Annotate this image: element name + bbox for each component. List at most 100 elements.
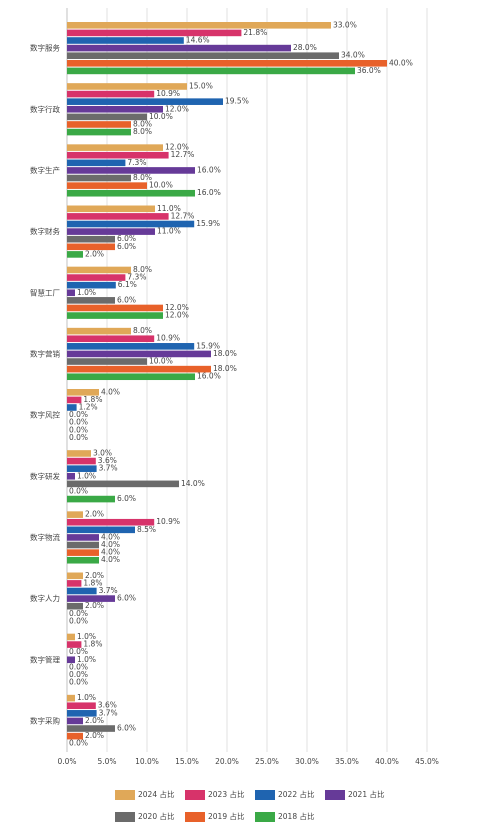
y-tick-label: 数字风控 [30, 410, 60, 420]
bar [67, 389, 99, 396]
legend-swatch [185, 812, 205, 822]
bar [67, 235, 115, 243]
value-label: 16.0% [197, 372, 221, 381]
bar [67, 343, 195, 350]
value-label: 6.0% [117, 594, 136, 603]
value-label: 14.6% [186, 36, 210, 45]
value-label: 11.0% [157, 227, 181, 236]
bar [67, 44, 291, 52]
value-label: 3.0% [93, 448, 112, 457]
bar [67, 297, 115, 304]
x-tick-label: 15.0% [175, 757, 199, 766]
y-tick-label: 数字管理 [30, 654, 60, 664]
bar [67, 595, 115, 602]
value-label: 0.0% [69, 418, 88, 427]
value-label: 3.7% [99, 586, 118, 595]
value-label: 1.0% [77, 471, 96, 480]
value-label: 8.0% [133, 326, 152, 335]
bar [67, 29, 242, 37]
bar [67, 67, 355, 75]
value-label: 1.8% [83, 395, 102, 404]
value-label: 8.0% [133, 173, 152, 182]
legend-swatch [325, 790, 345, 800]
x-tick-label: 35.0% [335, 757, 359, 766]
value-label: 7.3% [127, 273, 146, 282]
value-label: 10.9% [156, 517, 180, 526]
value-label: 4.0% [101, 387, 120, 396]
bar [67, 105, 163, 113]
legend-label: 2024 占比 [138, 789, 175, 799]
value-label: 36.0% [357, 66, 381, 75]
x-tick-label: 5.0% [97, 757, 116, 766]
value-label: 6.0% [117, 242, 136, 251]
bar [67, 128, 131, 136]
x-tick-label: 45.0% [415, 757, 439, 766]
bar [67, 549, 99, 556]
value-label: 10.0% [149, 357, 173, 366]
y-tick-label: 智慧工厂 [30, 287, 60, 297]
x-tick-label: 30.0% [295, 757, 319, 766]
value-label: 8.0% [133, 119, 152, 128]
y-tick-label: 数字物流 [30, 532, 60, 542]
bar [67, 266, 131, 274]
bar [67, 274, 126, 281]
bar [67, 312, 163, 319]
value-label: 10.0% [149, 181, 173, 190]
bar [67, 732, 83, 740]
value-label: 12.7% [171, 211, 195, 220]
bar [67, 304, 163, 312]
value-label: 6.1% [118, 280, 137, 289]
value-label: 8.0% [133, 265, 152, 274]
bar [67, 182, 147, 189]
x-tick-label: 40.0% [375, 757, 399, 766]
bar [67, 350, 211, 358]
value-label: 0.0% [69, 739, 88, 748]
bar [67, 396, 82, 404]
value-label: 10.9% [156, 334, 180, 343]
value-label: 8.0% [133, 127, 152, 136]
value-label: 0.0% [69, 609, 88, 618]
bar [67, 541, 99, 549]
y-tick-label: 数字财务 [30, 226, 60, 236]
value-label: 21.8% [243, 28, 267, 37]
value-label: 2.0% [85, 601, 104, 610]
legend-swatch [255, 812, 275, 822]
bar [67, 335, 155, 343]
bar [67, 251, 83, 258]
value-label: 1.2% [79, 403, 98, 412]
bar [67, 587, 97, 595]
legend-label: 2019 占比 [208, 811, 245, 821]
bar [67, 220, 195, 228]
bar [67, 52, 339, 59]
value-label: 6.0% [117, 724, 136, 733]
x-tick-label: 25.0% [255, 757, 279, 766]
bar [67, 90, 155, 98]
bar [67, 556, 99, 564]
value-label: 12.0% [165, 311, 189, 320]
value-label: 4.0% [101, 555, 120, 564]
bar [67, 167, 195, 174]
value-label: 28.0% [293, 43, 317, 52]
bar [67, 694, 75, 702]
bar [67, 580, 82, 587]
bar [67, 327, 131, 335]
value-label: 6.0% [117, 234, 136, 243]
value-label: 18.0% [213, 349, 237, 358]
bar [67, 281, 116, 289]
bar [67, 373, 195, 381]
bar [67, 37, 184, 44]
legend-swatch [185, 790, 205, 800]
y-tick-label: 数字行政 [30, 104, 60, 114]
value-label: 0.0% [69, 410, 88, 419]
bar [67, 465, 97, 472]
bar [67, 725, 115, 732]
value-label: 3.6% [98, 456, 117, 465]
bar [67, 526, 135, 534]
value-label: 15.9% [196, 341, 220, 350]
value-label: 3.6% [98, 701, 117, 710]
value-label: 1.0% [77, 632, 96, 641]
value-label: 34.0% [341, 51, 365, 60]
value-label: 16.0% [197, 188, 221, 197]
value-label: 14.0% [181, 479, 205, 488]
value-label: 0.0% [69, 647, 88, 656]
